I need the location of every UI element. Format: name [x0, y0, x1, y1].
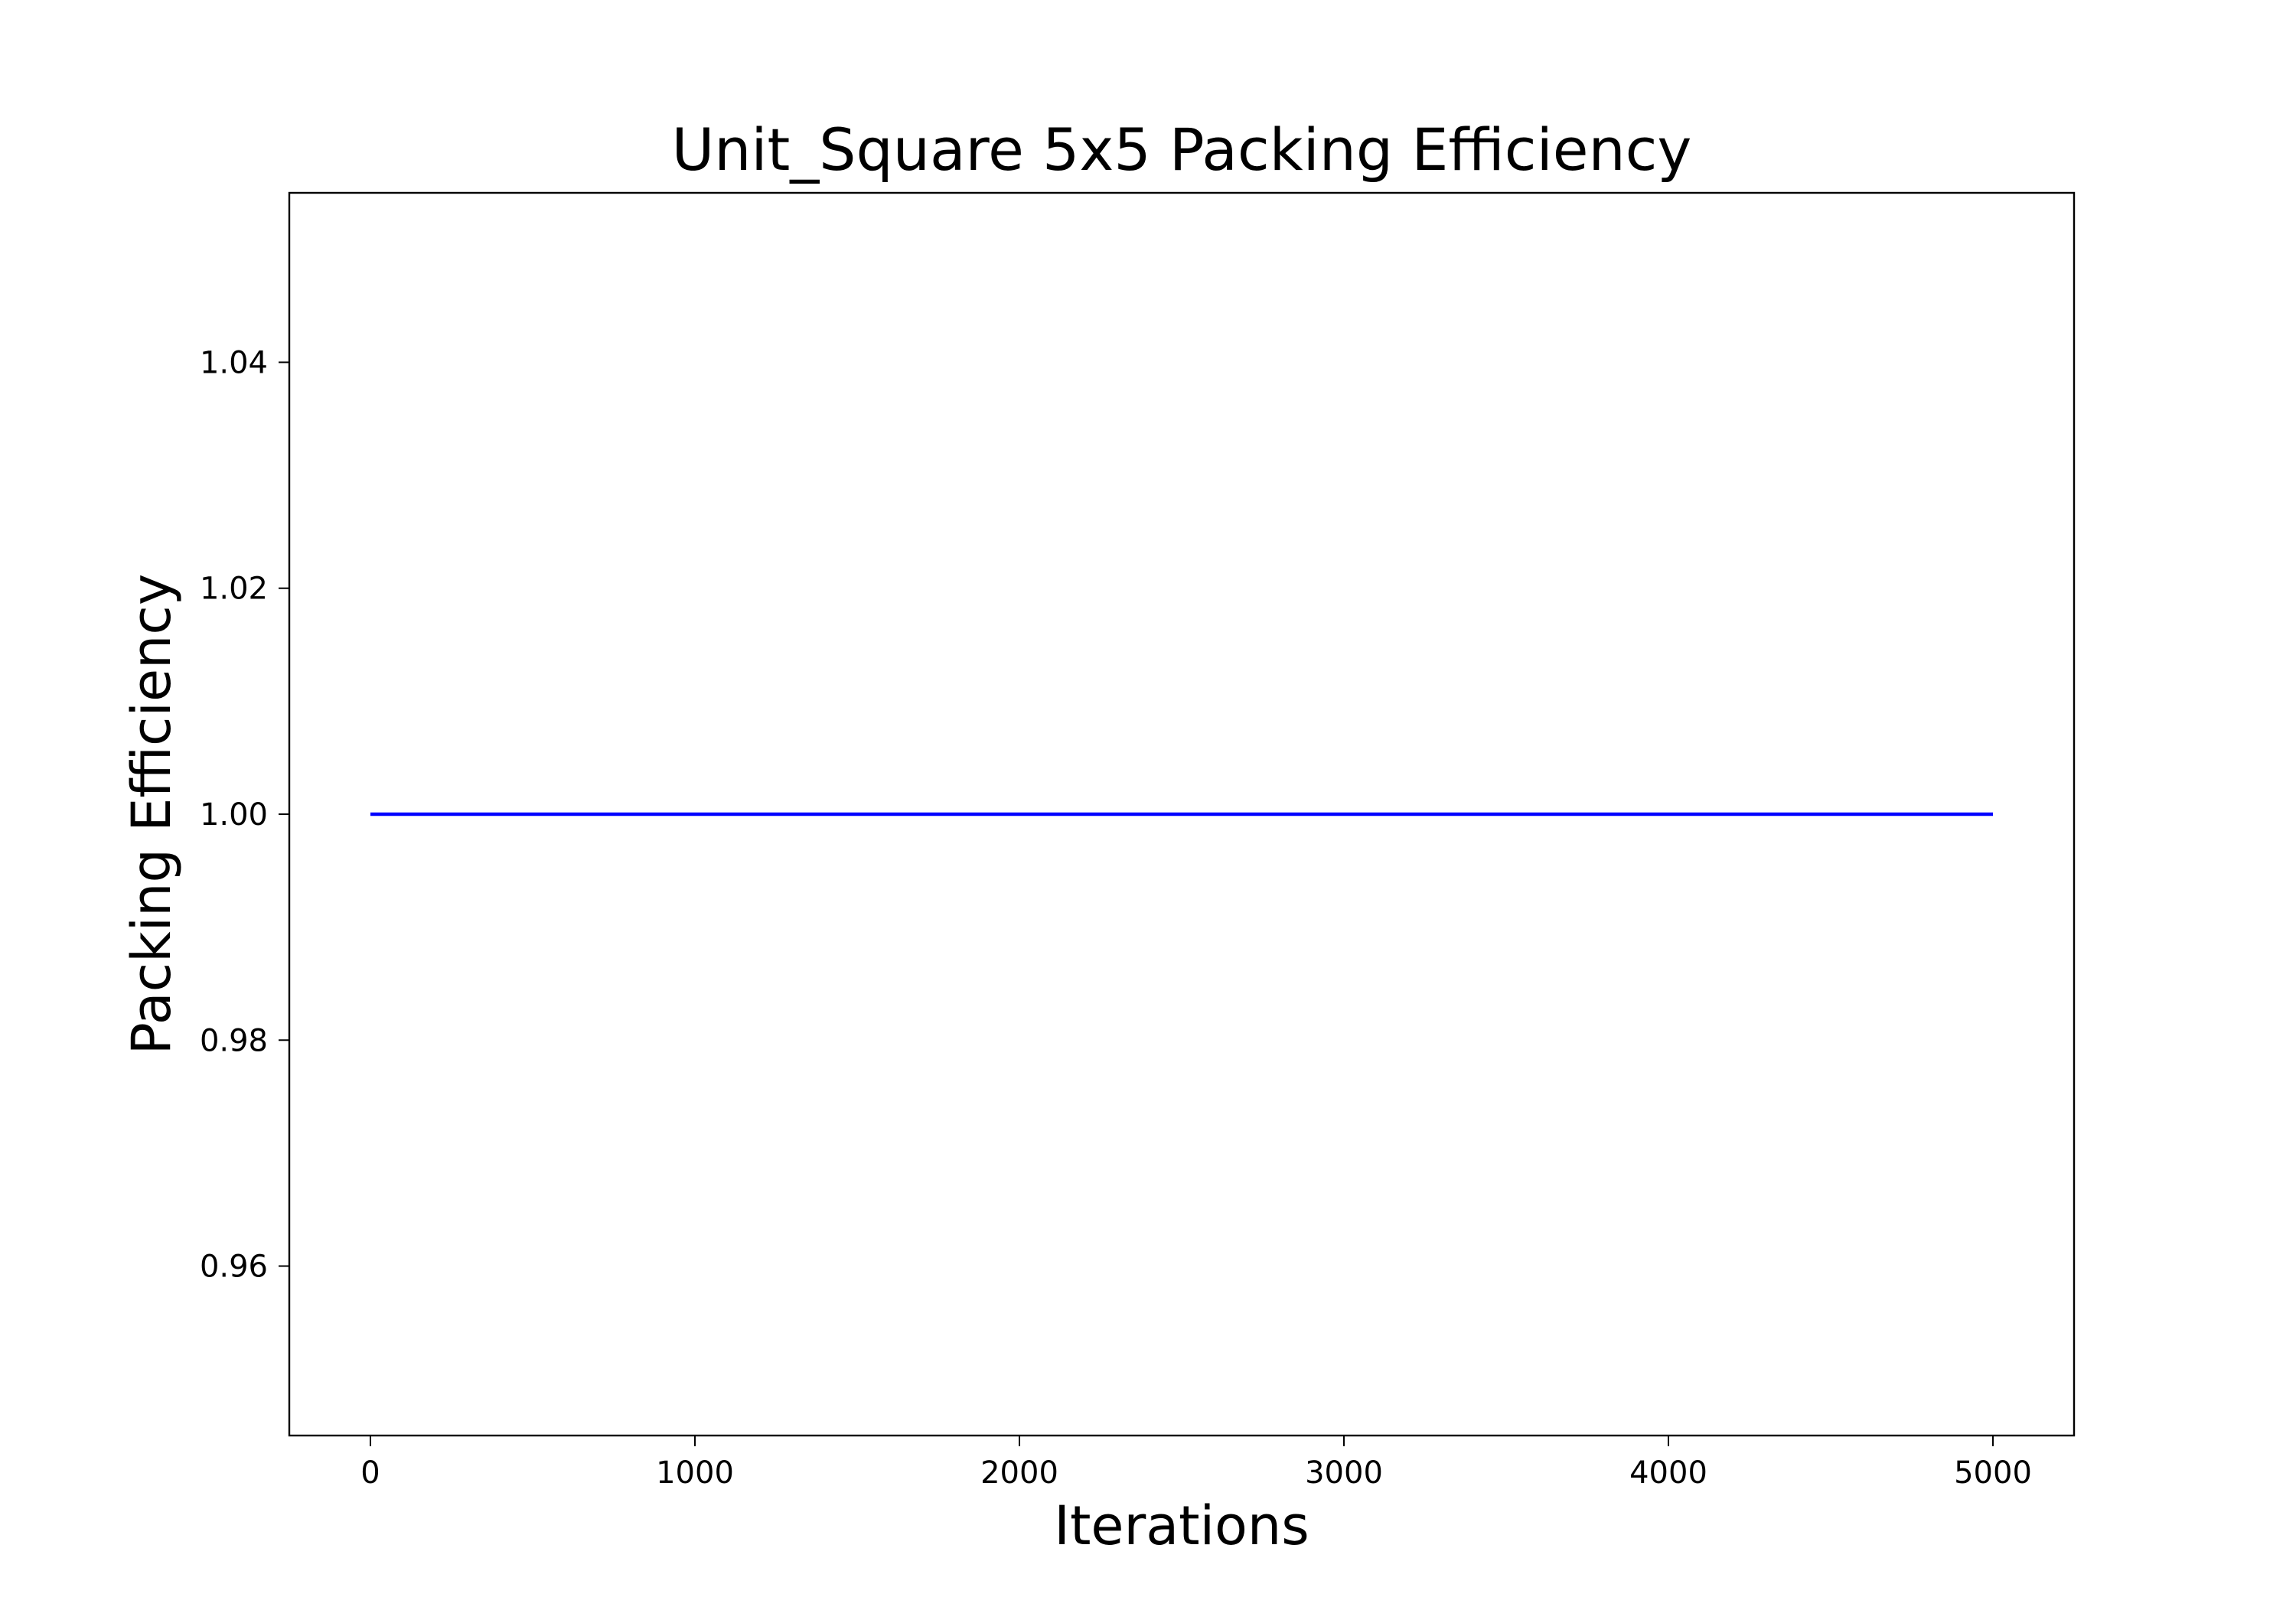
y-tick-label: 0.98	[200, 1023, 268, 1058]
x-tick-label: 2000	[980, 1455, 1058, 1491]
x-tick-label: 4000	[1629, 1455, 1707, 1491]
x-tick-label: 5000	[1954, 1455, 2032, 1491]
y-tick-label: 0.96	[200, 1250, 268, 1285]
x-tick-label: 3000	[1305, 1455, 1383, 1491]
x-axis-label: Iterations	[1054, 1494, 1309, 1557]
x-tick-label: 1000	[656, 1455, 734, 1491]
y-tick-label: 1.04	[200, 345, 268, 380]
x-tick-label: 0	[360, 1455, 380, 1491]
y-tick-label: 1.00	[200, 797, 268, 833]
chart-title: Unit_Square 5x5 Packing Efficiency	[672, 116, 1692, 184]
y-tick-label: 1.02	[200, 572, 268, 607]
y-axis-label: Packing Efficiency	[120, 574, 183, 1055]
x-axis: 0 1000 2000 3000 4000 5000	[360, 1436, 2032, 1491]
y-axis: 0.96 0.98 1.00 1.02 1.04	[200, 345, 289, 1285]
